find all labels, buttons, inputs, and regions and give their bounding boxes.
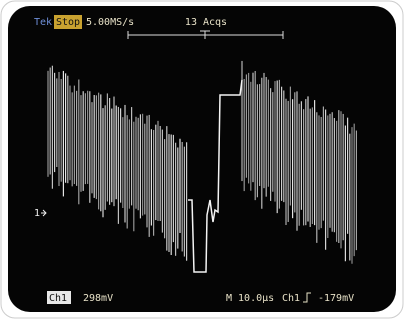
oscilloscope-photo: Tek Stop 5.00MS/s 13 Acqs 1 Ch1 298mV M … — [0, 0, 404, 319]
state: Stop — [56, 17, 80, 28]
channel-marker: 1 — [34, 208, 40, 219]
footer-scale: 298mV — [83, 293, 113, 304]
brand: Tek — [34, 17, 52, 28]
footer-trigger-level: -179mV — [318, 293, 354, 304]
footer-trigger-source: Ch1 — [282, 293, 300, 304]
footer-channel: Ch1 — [49, 293, 67, 304]
acquisitions: 13 Acqs — [185, 17, 227, 28]
sample-rate: 5.00MS/s — [86, 17, 134, 28]
footer-timebase: M 10.0µs — [226, 293, 274, 304]
